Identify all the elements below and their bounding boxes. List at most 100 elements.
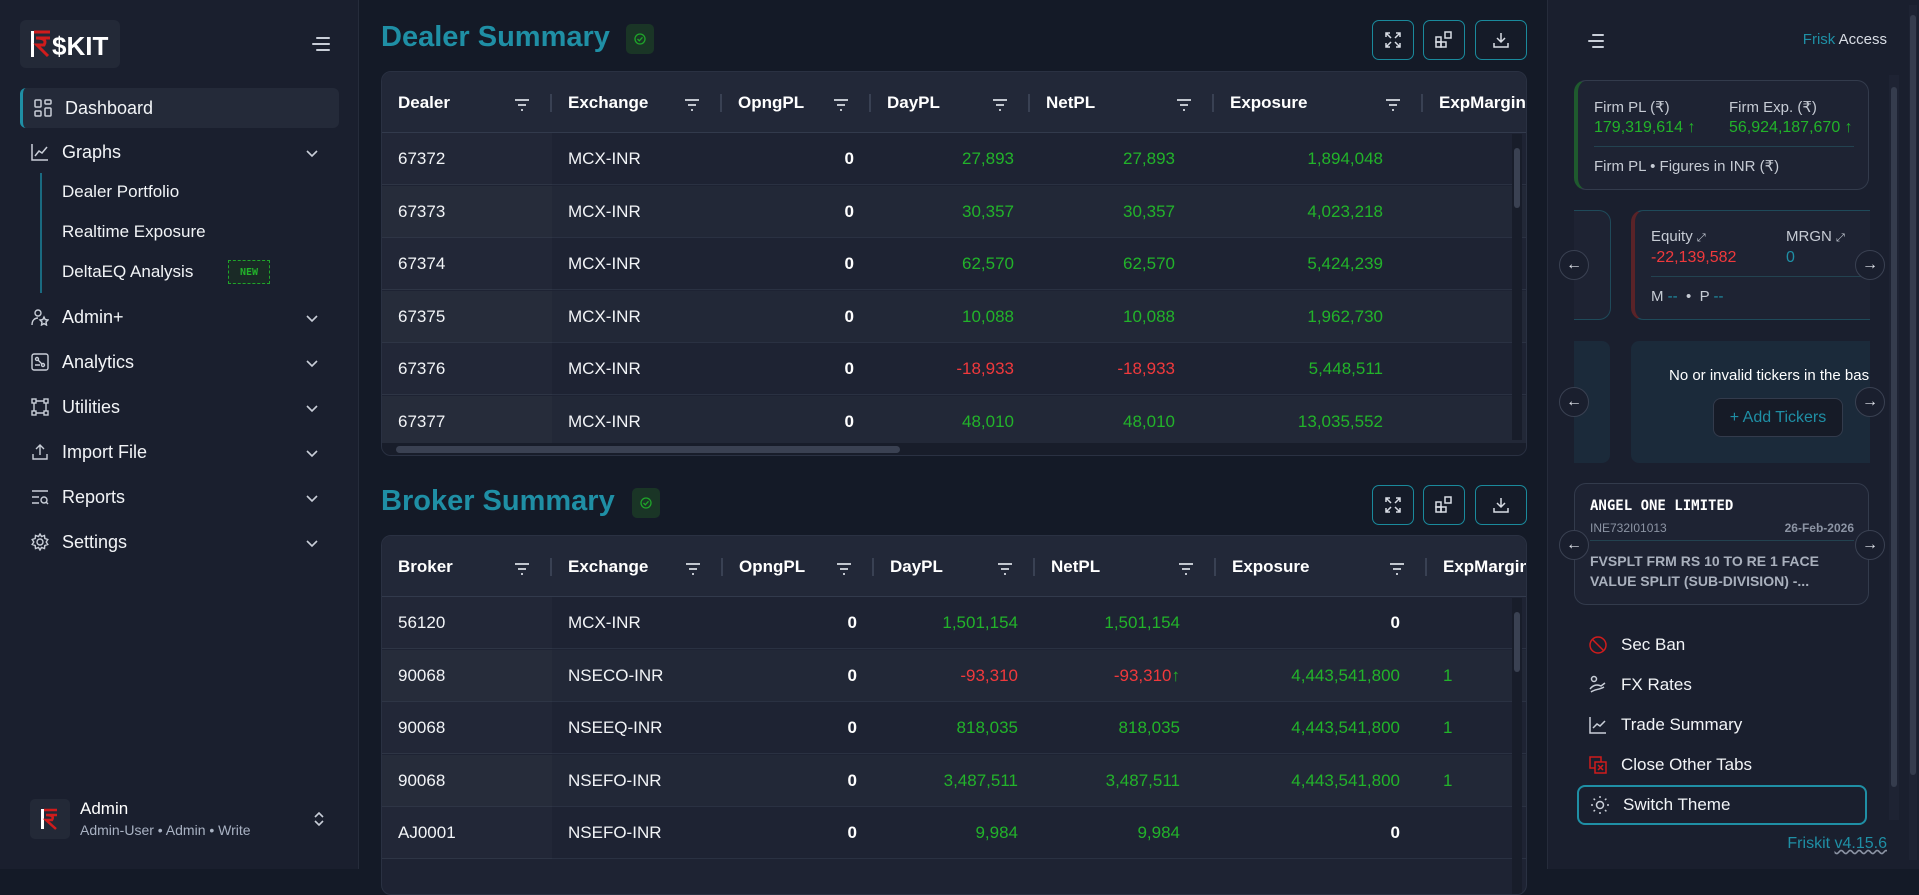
filter-icon[interactable]	[514, 560, 530, 580]
menu-fx-rates-button[interactable]: FX Rates	[1577, 665, 1867, 705]
column-header[interactable]: NetPL	[1030, 72, 1214, 133]
sidebar: $KIT Dashboard Graphs Dealer Portfolio R…	[0, 0, 359, 869]
cell-opngpl: 0	[844, 306, 854, 326]
table-row[interactable]: 67376 MCX-INR 0 -18,933 -18,933 5,448,511	[382, 343, 1526, 395]
column-header[interactable]: Exposure	[1216, 536, 1427, 597]
column-header[interactable]: Exposure	[1214, 72, 1423, 133]
right-panel-menu-button[interactable]	[1584, 34, 1604, 48]
add-tickers-button[interactable]: + Add Tickers	[1713, 398, 1843, 437]
corp-next-button[interactable]: →	[1855, 530, 1885, 560]
column-header[interactable]: ExpMargin	[1443, 556, 1527, 576]
broker-download-button[interactable]	[1475, 485, 1527, 525]
sidebar-item-graphs[interactable]: Graphs	[20, 132, 339, 172]
cell-netpl: -93,310 ↑	[1113, 665, 1180, 685]
panel-brand: Frisk	[1802, 31, 1836, 48]
table-row[interactable]: 67375 MCX-INR 0 10,088 10,088 1,962,730	[382, 290, 1526, 343]
column-header[interactable]: DayPL	[871, 72, 1030, 133]
filter-icon[interactable]	[992, 96, 1008, 116]
cell-daypl: 27,893	[962, 149, 1014, 168]
chevron-down-icon	[305, 489, 319, 510]
menu-trade-summary-button[interactable]: Trade Summary	[1577, 705, 1867, 745]
cell-broker: 90068	[398, 665, 446, 685]
column-header[interactable]: Exchange	[552, 72, 722, 133]
filter-icon[interactable]	[1389, 560, 1405, 580]
cell-dealer: 67372	[398, 149, 446, 168]
ticker-next-button[interactable]: →	[1855, 387, 1885, 417]
chevron-down-icon	[305, 354, 319, 375]
sidebar-item-import-file[interactable]: Import File	[20, 432, 339, 472]
sidebar-item-reports[interactable]: Reports	[20, 477, 339, 517]
horizontal-scrollbar[interactable]	[382, 443, 1526, 455]
broker-layout-button[interactable]	[1423, 485, 1465, 525]
status-badge	[626, 24, 654, 54]
filter-icon[interactable]	[685, 560, 701, 580]
analytics-icon	[30, 352, 50, 372]
action-description: FVSPLT FRM RS 10 TO RE 1 FACE VALUE SPLI…	[1590, 553, 1819, 589]
user-menu-toggle[interactable]	[312, 810, 326, 833]
filter-icon[interactable]	[997, 560, 1013, 580]
corp-prev-button[interactable]: ←	[1559, 530, 1589, 560]
cell-dealer: 67375	[398, 306, 446, 326]
filter-icon[interactable]	[1385, 96, 1401, 116]
panel-scrollbar[interactable]	[1889, 75, 1899, 820]
table-row[interactable]: 56120 MCX-INR 0 1,501,154 1,501,154 0	[382, 597, 1526, 649]
sidebar-subitem-realtime-exposure[interactable]: Realtime Exposure	[62, 222, 206, 241]
filter-icon[interactable]	[836, 560, 852, 580]
column-header[interactable]: Broker	[382, 536, 552, 597]
equity-next-button[interactable]: →	[1855, 250, 1885, 280]
gear-icon	[30, 532, 50, 552]
filter-icon[interactable]	[514, 96, 530, 116]
cell-opngpl: 0	[844, 201, 854, 221]
user-details: Admin-User • Admin • Write	[80, 822, 251, 838]
cell-opngpl: 0	[844, 254, 854, 273]
menu-sec-ban-button[interactable]: Sec Ban	[1577, 625, 1867, 665]
sidebar-subitem-dealer-portfolio[interactable]: Dealer Portfolio	[62, 182, 180, 201]
sidebar-item-label: Import File	[62, 441, 148, 462]
filter-icon[interactable]	[833, 96, 849, 116]
sidebar-item-analytics[interactable]: Analytics	[20, 342, 339, 382]
cell-netpl: 62,570	[1123, 254, 1175, 273]
equity-prev-button[interactable]: ←	[1559, 250, 1589, 280]
sidebar-item-label: Dashboard	[65, 97, 154, 118]
column-header[interactable]: OpngPL	[722, 72, 871, 133]
column-header[interactable]: ExpMargin	[1439, 92, 1526, 112]
filter-icon[interactable]	[684, 96, 700, 116]
sidebar-subitem-deltaeq-analysis[interactable]: DeltaEQ Analysis	[62, 262, 194, 281]
table-row[interactable]: 67374 MCX-INR 0 62,570 62,570 5,424,239	[382, 238, 1526, 290]
column-header[interactable]: NetPL	[1035, 536, 1216, 597]
table-row[interactable]: 67372 MCX-INR 0 27,893 27,893 1,894,048	[382, 133, 1526, 185]
column-header[interactable]: Dealer	[382, 72, 552, 133]
friskit-logo-icon: $KIT	[31, 30, 108, 59]
menu-switch-theme-button[interactable]: Switch Theme	[1577, 785, 1867, 825]
cell-broker: 56120	[398, 613, 446, 632]
cell-broker: AJ0001	[398, 823, 456, 842]
ticker-prev-button[interactable]: ←	[1559, 387, 1589, 417]
broker-expand-button[interactable]	[1372, 485, 1414, 525]
filter-icon[interactable]	[1178, 560, 1194, 580]
dealer-download-button[interactable]	[1475, 20, 1527, 60]
sidebar-item-dashboard[interactable]: Dashboard	[20, 88, 339, 128]
table-row[interactable]: 67377 MCX-INR 0 48,010 48,010 13,035,552	[382, 395, 1526, 448]
sidebar-item-utilities[interactable]: Utilities	[20, 387, 339, 427]
table-row[interactable]: 90068 NSEFO-INR 0 3,487,511 3,487,511 4,443,5…	[382, 754, 1526, 807]
dealer-layout-button[interactable]	[1423, 20, 1465, 60]
vertical-scrollbar[interactable]	[1512, 598, 1522, 894]
logo[interactable]: $KIT	[20, 20, 120, 68]
table-row[interactable]: 90068 NSEEQ-INR 0 818,035 818,035 4,443,541,8…	[382, 702, 1526, 754]
submenu-guide-line	[40, 173, 42, 293]
table-row[interactable]: 67373 MCX-INR 0 30,357 30,357 4,023,218	[382, 185, 1526, 238]
column-header[interactable]: DayPL	[874, 536, 1035, 597]
sidebar-item-admin[interactable]: Admin+	[20, 297, 339, 337]
column-header[interactable]: Exchange	[552, 536, 723, 597]
table-row[interactable]: 90068 NSECO-INR 0 -93,310 -93,310 ↑ 4,443,541…	[382, 649, 1526, 702]
dealer-expand-button[interactable]	[1372, 20, 1414, 60]
ban-icon	[1587, 634, 1609, 656]
table-row[interactable]: AJ0001 NSEFO-INR 0 9,984 9,984 0	[382, 807, 1526, 859]
menu-close-other-tabs-button[interactable]: Close Other Tabs	[1577, 745, 1867, 785]
filter-icon[interactable]	[1176, 96, 1192, 116]
page-scrollbar[interactable]	[1909, 5, 1917, 860]
sidebar-item-settings[interactable]: Settings	[20, 522, 339, 562]
vertical-scrollbar[interactable]	[1512, 134, 1522, 440]
column-header[interactable]: OpngPL	[723, 536, 874, 597]
collapse-sidebar-button[interactable]	[310, 37, 330, 51]
